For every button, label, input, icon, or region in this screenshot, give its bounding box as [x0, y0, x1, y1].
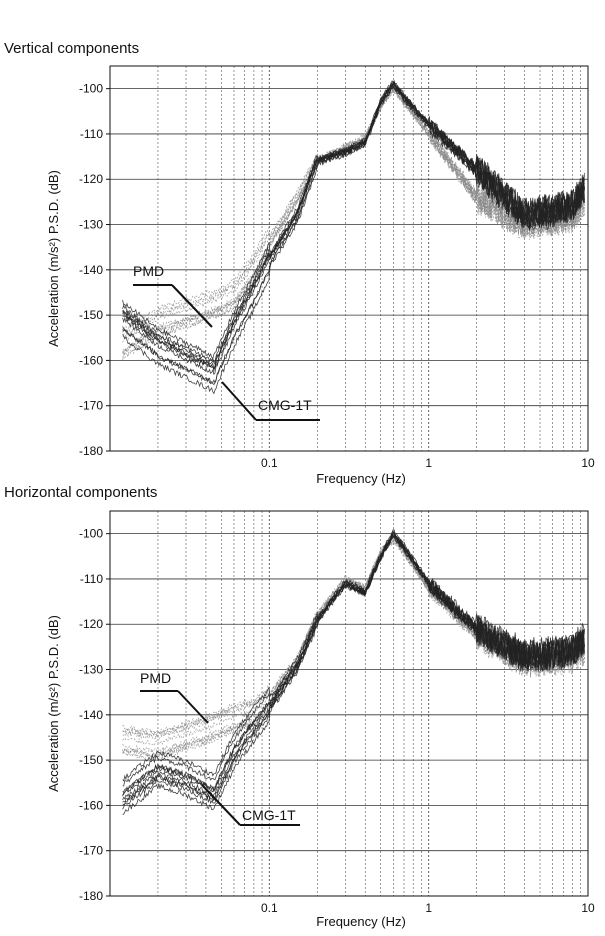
series-PMD-trace — [122, 534, 585, 737]
y-tick-label: -110 — [80, 572, 103, 586]
x-axis-label: Frequency (Hz) — [316, 471, 406, 486]
y-tick-label: -180 — [79, 889, 103, 903]
x-axis-label: Frequency (Hz) — [316, 914, 406, 929]
x-tick-label: 1 — [425, 901, 432, 915]
chart-panel-0: -180 -170 -160 -150 -140 -130 -120 -110 -100 0.1 1… — [46, 65, 595, 486]
y-tick-label: -160 — [79, 353, 103, 367]
series-PMD-trace — [122, 535, 585, 740]
y-tick-label: -150 — [79, 308, 103, 322]
series-CMG-1T-trace — [122, 534, 585, 806]
x-tick-label: 10 — [581, 456, 595, 470]
series-PMD-trace — [122, 85, 585, 335]
series-CMG-1T-trace — [122, 84, 585, 384]
annotation-PMD: PMD — [133, 263, 164, 279]
y-tick-label: -150 — [79, 753, 103, 767]
chart-title-vertical: Vertical components — [4, 40, 140, 57]
annotation-leader — [177, 690, 209, 724]
annotation-CMG-1T: CMG-1T — [258, 397, 312, 413]
x-tick-label: 1 — [425, 456, 432, 470]
annotation-leader — [171, 284, 213, 328]
y-tick-label: -170 — [79, 399, 103, 413]
series-CMG-1T-trace — [122, 535, 585, 815]
series-PMD-trace — [122, 85, 585, 338]
series-CMG-1T-trace — [122, 83, 585, 395]
annotation-CMG-1T: CMG-1T — [242, 807, 296, 823]
y-tick-label: -100 — [79, 527, 103, 541]
series-PMD-trace — [122, 538, 585, 759]
y-tick-label: -120 — [79, 617, 103, 631]
annotation-PMD: PMD — [140, 670, 171, 686]
plot-frame — [109, 510, 589, 897]
x-tick-label: 10 — [581, 901, 595, 915]
plot-frame — [109, 65, 589, 452]
x-tick-label: 0.1 — [261, 456, 278, 470]
y-tick-label: -110 — [80, 127, 103, 141]
chart-title-horizontal: Horizontal components — [4, 484, 158, 501]
y-tick-label: -180 — [79, 444, 103, 458]
y-tick-label: -140 — [79, 263, 103, 277]
x-tick-label: 0.1 — [261, 901, 278, 915]
y-tick-label: -100 — [79, 82, 103, 96]
y-tick-label: -170 — [79, 844, 103, 858]
y-tick-label: -160 — [79, 798, 103, 812]
y-tick-label: -120 — [79, 172, 103, 186]
series-CMG-1T-trace — [122, 80, 585, 360]
series-CMG-1T-trace — [122, 531, 585, 793]
series-CMG-1T-trace — [122, 86, 585, 386]
series-PMD-trace — [122, 539, 585, 762]
annotation-leader — [221, 381, 257, 421]
chart-panel-1: -180 -170 -160 -150 -140 -130 -120 -110 -100 0.1 1… — [46, 510, 595, 929]
annotation-leader — [201, 784, 241, 826]
y-tick-label: -140 — [79, 708, 103, 722]
y-axis-label: Acceleration (m/s²) P.S.D. (dB) — [46, 170, 61, 347]
series-PMD-trace — [122, 90, 585, 354]
y-tick-label: -130 — [79, 663, 103, 677]
y-tick-label: -130 — [79, 218, 103, 232]
y-axis-label: Acceleration (m/s²) P.S.D. (dB) — [46, 615, 61, 792]
